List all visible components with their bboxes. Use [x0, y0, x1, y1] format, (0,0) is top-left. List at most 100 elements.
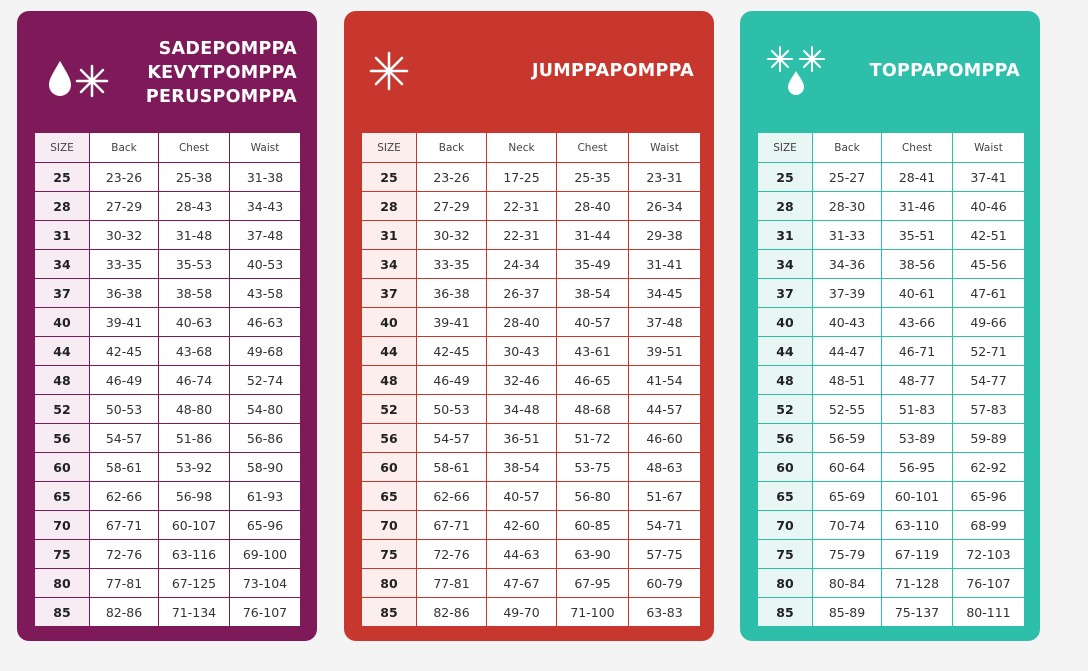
measure-cell: 31-38 — [229, 162, 301, 192]
measure-cell: 35-53 — [158, 249, 230, 279]
size-cell: 31 — [34, 220, 90, 250]
measure-cell: 36-38 — [89, 278, 159, 308]
measure-cell: 73-104 — [229, 568, 301, 598]
measure-cell: 57-83 — [952, 394, 1025, 424]
weather-icons — [767, 46, 825, 95]
measure-cell: 44-57 — [628, 394, 701, 424]
header-cell: Chest — [556, 132, 629, 163]
measure-cell: 75-137 — [881, 597, 953, 627]
measure-cell: 23-26 — [89, 162, 159, 192]
header-cell: Waist — [628, 132, 701, 163]
table-row: 70 70-74 63-110 68-99 — [757, 510, 1025, 540]
size-table: SIZE Back Neck Chest Waist 25 23-26 17-25 25-35 2… — [361, 132, 701, 627]
measure-cell: 30-43 — [486, 336, 557, 366]
measure-cell: 45-56 — [952, 249, 1025, 279]
header-cell: Chest — [881, 132, 953, 163]
size-cell: 44 — [757, 336, 813, 366]
table-row: 52 50-53 48-80 54-80 — [34, 394, 301, 424]
size-cell: 60 — [34, 452, 90, 482]
size-cell: 60 — [361, 452, 417, 482]
size-table: SIZE Back Chest Waist 25 25-27 28-41 37-41 28 28-… — [757, 132, 1025, 627]
measure-cell: 60-107 — [158, 510, 230, 540]
measure-cell: 17-25 — [486, 162, 557, 192]
size-cell: 40 — [361, 307, 417, 337]
header-row: SIZE Back Chest Waist — [757, 132, 1025, 163]
size-cell: 80 — [757, 568, 813, 598]
table-row: 75 75-79 67-119 72-103 — [757, 539, 1025, 569]
size-cell: 75 — [757, 539, 813, 569]
measure-cell: 61-93 — [229, 481, 301, 511]
measure-cell: 40-57 — [486, 481, 557, 511]
size-table: SIZE Back Chest Waist 25 23-26 25-38 31-38 28 27-… — [34, 132, 301, 627]
table-row: 70 67-71 42-60 60-85 54-71 — [361, 510, 701, 540]
measure-cell: 52-71 — [952, 336, 1025, 366]
measure-cell: 43-61 — [556, 336, 629, 366]
measure-cell: 82-86 — [416, 597, 487, 627]
size-cell: 56 — [757, 423, 813, 453]
measure-cell: 39-41 — [89, 307, 159, 337]
size-cell: 28 — [34, 191, 90, 221]
measure-cell: 31-48 — [158, 220, 230, 250]
measure-cell: 46-63 — [229, 307, 301, 337]
size-cell: 70 — [34, 510, 90, 540]
size-cell: 85 — [757, 597, 813, 627]
measure-cell: 51-86 — [158, 423, 230, 453]
size-cell: 65 — [34, 481, 90, 511]
measure-cell: 25-38 — [158, 162, 230, 192]
measure-cell: 33-35 — [416, 249, 487, 279]
header-cell: Waist — [229, 132, 301, 163]
measure-cell: 51-83 — [881, 394, 953, 424]
measure-cell: 77-81 — [416, 568, 487, 598]
header-cell: Back — [812, 132, 882, 163]
measure-cell: 27-29 — [89, 191, 159, 221]
measure-cell: 50-53 — [89, 394, 159, 424]
measure-cell: 58-90 — [229, 452, 301, 482]
measure-cell: 35-51 — [881, 220, 953, 250]
table-row: 56 56-59 53-89 59-89 — [757, 423, 1025, 453]
measure-cell: 56-80 — [556, 481, 629, 511]
measure-cell: 48-80 — [158, 394, 230, 424]
header-cell: Back — [89, 132, 159, 163]
measure-cell: 40-61 — [881, 278, 953, 308]
measure-cell: 39-51 — [628, 336, 701, 366]
measure-cell: 26-34 — [628, 191, 701, 221]
measure-cell: 40-53 — [229, 249, 301, 279]
measure-cell: 28-40 — [486, 307, 557, 337]
card-titles: SADEPOMPPA KEVYTPOMPPA PERUSPOMPPA — [146, 37, 297, 109]
table-row: 34 33-35 24-34 35-49 31-41 — [361, 249, 701, 279]
table-row: 48 46-49 32-46 46-65 41-54 — [361, 365, 701, 395]
measure-cell: 40-46 — [952, 191, 1025, 221]
measure-cell: 43-58 — [229, 278, 301, 308]
size-cell: 48 — [34, 365, 90, 395]
measure-cell: 82-86 — [89, 597, 159, 627]
measure-cell: 22-31 — [486, 220, 557, 250]
size-cell: 31 — [361, 220, 417, 250]
table-row: 34 34-36 38-56 45-56 — [757, 249, 1025, 279]
snowflake-icon — [369, 51, 409, 91]
measure-cell: 30-32 — [89, 220, 159, 250]
measure-cell: 76-107 — [229, 597, 301, 627]
measure-cell: 67-125 — [158, 568, 230, 598]
table-row: 60 58-61 53-92 58-90 — [34, 452, 301, 482]
measure-cell: 32-46 — [486, 365, 557, 395]
measure-cell: 41-54 — [628, 365, 701, 395]
table-row: 60 58-61 38-54 53-75 48-63 — [361, 452, 701, 482]
card: SADEPOMPPA KEVYTPOMPPA PERUSPOMPPA SIZE Back… — [17, 11, 317, 641]
table-row: 37 36-38 38-58 43-58 — [34, 278, 301, 308]
measure-cell: 70-74 — [812, 510, 882, 540]
size-cell: 85 — [361, 597, 417, 627]
size-cell: 56 — [361, 423, 417, 453]
measure-cell: 48-77 — [881, 365, 953, 395]
measure-cell: 60-85 — [556, 510, 629, 540]
card-titles: JUMPPAPOMPPA — [532, 59, 694, 83]
table-row: 31 30-32 31-48 37-48 — [34, 220, 301, 250]
table-row: 65 62-66 40-57 56-80 51-67 — [361, 481, 701, 511]
measure-cell: 52-55 — [812, 394, 882, 424]
size-cell: 25 — [34, 162, 90, 192]
size-cell: 25 — [757, 162, 813, 192]
measure-cell: 29-38 — [628, 220, 701, 250]
measure-cell: 44-47 — [812, 336, 882, 366]
measure-cell: 80-84 — [812, 568, 882, 598]
measure-cell: 28-41 — [881, 162, 953, 192]
